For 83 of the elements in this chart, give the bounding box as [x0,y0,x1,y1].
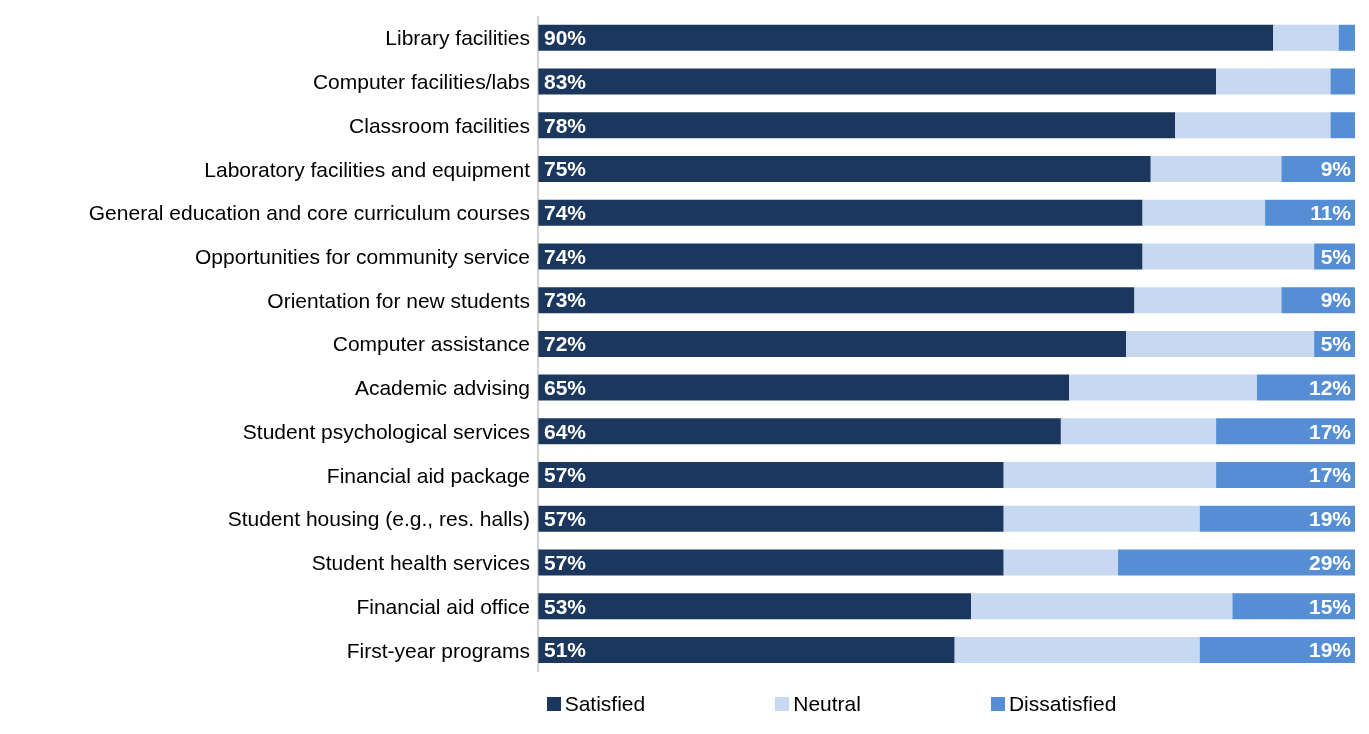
bar [538,330,1127,357]
y-tick-label: Financial aid office [356,594,530,618]
data-label: 74% [544,201,587,225]
y-tick-label: Student psychological services [242,419,530,443]
y-tick-label: Laboratory facilities and equipment [204,157,531,181]
data-label: 78% [544,113,587,137]
y-tick-label: Student housing (e.g., res. halls) [227,507,530,531]
bar [538,637,955,664]
legend-label: Neutral [792,692,861,716]
y-tick-label: Library facilities [385,26,530,50]
data-label: 12% [1308,375,1352,399]
data-label: 29% [1308,550,1352,574]
data-label: 19% [1308,638,1352,662]
data-label: 57% [544,507,587,531]
y-tick-label: Computer assistance [332,332,530,356]
data-label: 72% [544,332,587,356]
bar [538,549,1004,576]
legend-label: Dissatisfied [1007,692,1117,716]
bar [971,593,1233,620]
data-label: 19% [1308,507,1352,531]
bar [1126,330,1315,357]
bar [538,593,972,620]
bar [538,287,1135,314]
bar [1134,287,1282,314]
bar [538,24,1274,51]
y-tick-label: Student health services [311,551,530,575]
bar [1330,112,1355,139]
bar [1142,199,1266,226]
data-label: 53% [544,594,587,618]
bar [538,199,1143,226]
y-tick-label: Orientation for new students [267,288,530,312]
bar [1338,24,1355,51]
y-tick-label: Opportunities for community service [195,244,530,268]
bar [1199,637,1355,664]
data-label: 57% [544,550,587,574]
data-label: 5% [1320,332,1352,356]
bar [538,462,1004,489]
data-label: 57% [544,463,587,487]
bar [538,374,1070,401]
y-tick-label: First-year programs [346,638,530,662]
bar [954,637,1200,664]
data-label: 17% [1308,419,1352,443]
y-tick-label: Computer facilities/labs [312,70,530,94]
data-label: 75% [544,157,587,181]
bar [1142,243,1315,270]
data-label: 74% [544,244,587,268]
bar [538,112,1176,139]
data-label: 51% [544,638,587,662]
bar [1199,505,1355,532]
data-label: 15% [1308,594,1352,618]
bar [1060,418,1217,445]
data-label: 17% [1308,463,1352,487]
bar [1216,462,1355,489]
data-label: 73% [544,288,587,312]
bar [1003,505,1200,532]
data-label: 9% [1320,157,1352,181]
bar [1069,374,1257,401]
legend-label: Satisfied [563,692,646,716]
data-label: 9% [1320,288,1352,312]
data-label: 83% [544,69,587,93]
data-label: 11% [1310,201,1352,225]
bar [538,505,1004,532]
data-label: 65% [544,375,587,399]
bar [1273,24,1339,51]
bar [538,155,1151,182]
bar [1150,155,1282,182]
data-label: 64% [544,419,587,443]
y-tick-label: General education and core curriculum courses [88,201,530,225]
bar [538,418,1061,445]
y-tick-label: Academic advising [354,376,530,400]
bar [1175,112,1331,139]
bar [1118,549,1355,576]
data-label: 90% [544,26,587,50]
bar [538,243,1143,270]
data-label: 5% [1320,244,1352,268]
bar [1003,549,1119,576]
bar [1330,68,1355,95]
bar [1216,418,1355,445]
bar [1003,462,1217,489]
bar [1216,68,1331,95]
y-tick-label: Financial aid package [326,463,530,487]
y-tick-label: Classroom facilities [349,113,530,137]
bar [538,68,1217,95]
